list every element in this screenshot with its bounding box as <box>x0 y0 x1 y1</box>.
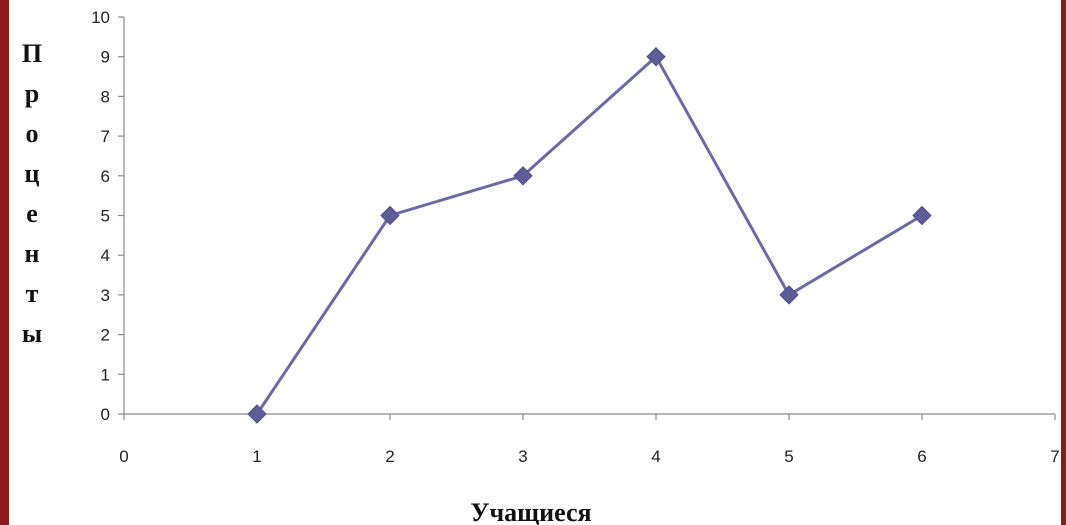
y-axis-title-letter: р <box>25 79 39 108</box>
data-point-marker <box>380 205 400 226</box>
data-point-marker <box>779 285 799 305</box>
y-tick-label: 8 <box>101 87 110 106</box>
x-tick-label: 7 <box>1050 447 1059 466</box>
y-tick-label: 4 <box>101 246 110 265</box>
y-tick-label: 1 <box>101 365 110 384</box>
y-axis-title-letter: е <box>26 199 38 228</box>
y-axis-title-letter: н <box>25 239 40 268</box>
y-tick-label: 6 <box>101 167 110 186</box>
y-axis-title-letter: ы <box>22 319 42 348</box>
y-axis-title-letter: т <box>26 279 39 308</box>
series-line <box>255 55 923 415</box>
y-tick-label: 10 <box>91 8 110 27</box>
y-tick-label: 5 <box>101 207 110 226</box>
data-point-marker <box>646 46 666 67</box>
x-tick-label: 5 <box>784 447 793 466</box>
x-tick-label: 0 <box>119 447 128 466</box>
data-point-marker <box>912 205 932 226</box>
y-axis-title-letter: П <box>22 39 42 68</box>
data-point-marker <box>513 166 533 186</box>
y-tick-label: 0 <box>101 405 110 424</box>
axes <box>118 16 1056 420</box>
y-axis-title-letter: о <box>26 119 39 148</box>
x-tick-label: 3 <box>518 447 527 466</box>
x-tick-label: 4 <box>651 447 660 466</box>
series-group <box>247 46 932 424</box>
data-point-marker <box>247 404 267 424</box>
x-tick-label: 2 <box>385 447 394 466</box>
x-tick-label: 6 <box>917 447 926 466</box>
y-tick-label: 2 <box>101 326 110 345</box>
x-tick-label: 1 <box>252 447 261 466</box>
y-tick-label: 7 <box>101 127 110 146</box>
y-tick-label: 9 <box>101 48 110 67</box>
frame-right-border <box>1061 0 1066 525</box>
frame-left-border <box>0 0 9 525</box>
x-axis-title: Учащиеся <box>470 498 591 525</box>
tick-labels: 0 1 2 3 4 5 6 7 8 9 10 0 1 2 3 4 5 6 7 <box>91 8 1060 466</box>
y-axis-title-letter: ц <box>25 159 40 188</box>
y-tick-label: 3 <box>101 286 110 305</box>
